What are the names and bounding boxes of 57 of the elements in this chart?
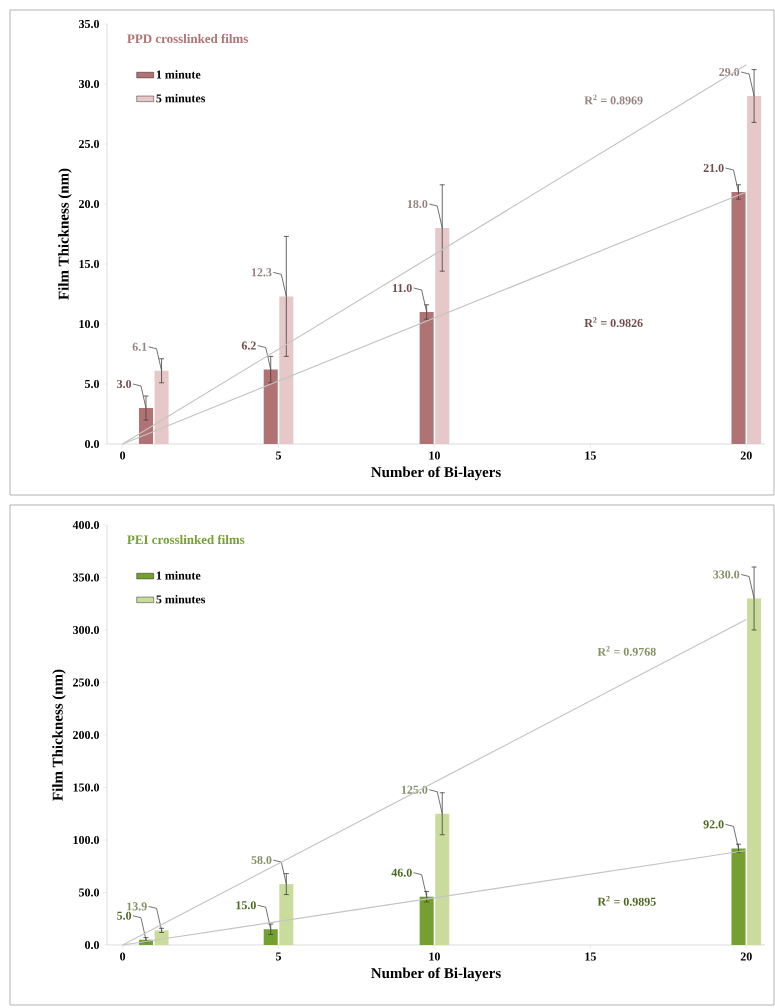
x-axis-title: Number of Bi-layers	[371, 967, 501, 982]
y-tick-label: 20.0	[79, 199, 100, 209]
text: PPD crosslinked films	[127, 33, 248, 44]
data-label: 11.0	[392, 283, 412, 293]
data-label: 21.0	[703, 163, 724, 173]
y-axis-title: Film Thickness (nm)	[52, 669, 66, 801]
y-tick-label: 250.0	[73, 678, 100, 687]
data-label: 15.0	[236, 901, 256, 910]
x-tick-label: 10	[429, 451, 440, 460]
x-tick-label: 15	[585, 451, 596, 460]
y-tick-label: 0.0	[84, 940, 100, 950]
data-label: 3.0	[117, 379, 132, 389]
y-tick-label: 150.0	[73, 783, 100, 792]
data-label: 18.0	[407, 199, 428, 209]
y-tick-label: 10.0	[79, 319, 100, 329]
y-tick-label: 350.0	[73, 573, 100, 582]
y-tick-label: 25.0	[79, 139, 100, 149]
y-tick-label: 50.0	[79, 888, 100, 897]
x-tick-label: 15	[585, 952, 596, 961]
y-tick-label: 100.0	[73, 835, 100, 845]
y-tick-label: 15.0	[79, 259, 100, 269]
y-tick-label: 300.0	[73, 625, 100, 635]
data-label: 92.0	[703, 820, 724, 829]
text: PEI crosslinked films	[127, 534, 245, 545]
x-tick-label: 10	[429, 952, 440, 961]
legend-label: 5 minutes	[156, 93, 206, 103]
x-tick-label: 5	[276, 952, 282, 961]
data-label: 58.0	[251, 856, 272, 865]
data-label: 5.0	[117, 911, 132, 920]
data-label: 29.0	[719, 67, 740, 77]
x-tick-label: 0	[120, 451, 126, 460]
data-label: 46.0	[391, 868, 412, 877]
y-tick-label: 200.0	[73, 730, 100, 740]
data-label: 6.2	[241, 341, 256, 350]
x-axis-title: Number of Bi-layers	[371, 466, 501, 481]
data-label: 6.1	[132, 342, 147, 351]
annotation: R$^{2}$ = 0.9826	[584, 317, 643, 328]
y-tick-label: 35.0	[79, 19, 100, 29]
annotation: R$^{2}$ = 0.9768	[597, 646, 656, 656]
y-tick-label: 400.0	[72, 520, 100, 530]
y-axis-title: Film Thickness (nm)	[58, 168, 72, 300]
legend-label: 1 minute	[156, 571, 201, 580]
data-label: 13.9	[127, 902, 147, 911]
legend-label: 1 minute	[156, 70, 201, 79]
data-label: 125.0	[401, 785, 428, 794]
x-tick-label: 20	[740, 952, 752, 961]
data-label: 12.3	[251, 268, 272, 277]
x-tick-label: 5	[276, 451, 282, 460]
x-tick-label: 20	[740, 451, 752, 460]
annotation: R$^{2}$ = 0.9895	[597, 896, 656, 906]
data-label: 330.0	[713, 570, 740, 579]
x-tick-label: 0	[120, 952, 126, 961]
annotation: R$^{2}$ = 0.8969	[584, 94, 643, 105]
y-tick-label: 5.0	[85, 379, 100, 389]
y-tick-label: 30.0	[79, 79, 100, 89]
legend-label: 5 minutes	[156, 594, 206, 604]
y-tick-label: 0.0	[84, 439, 100, 449]
